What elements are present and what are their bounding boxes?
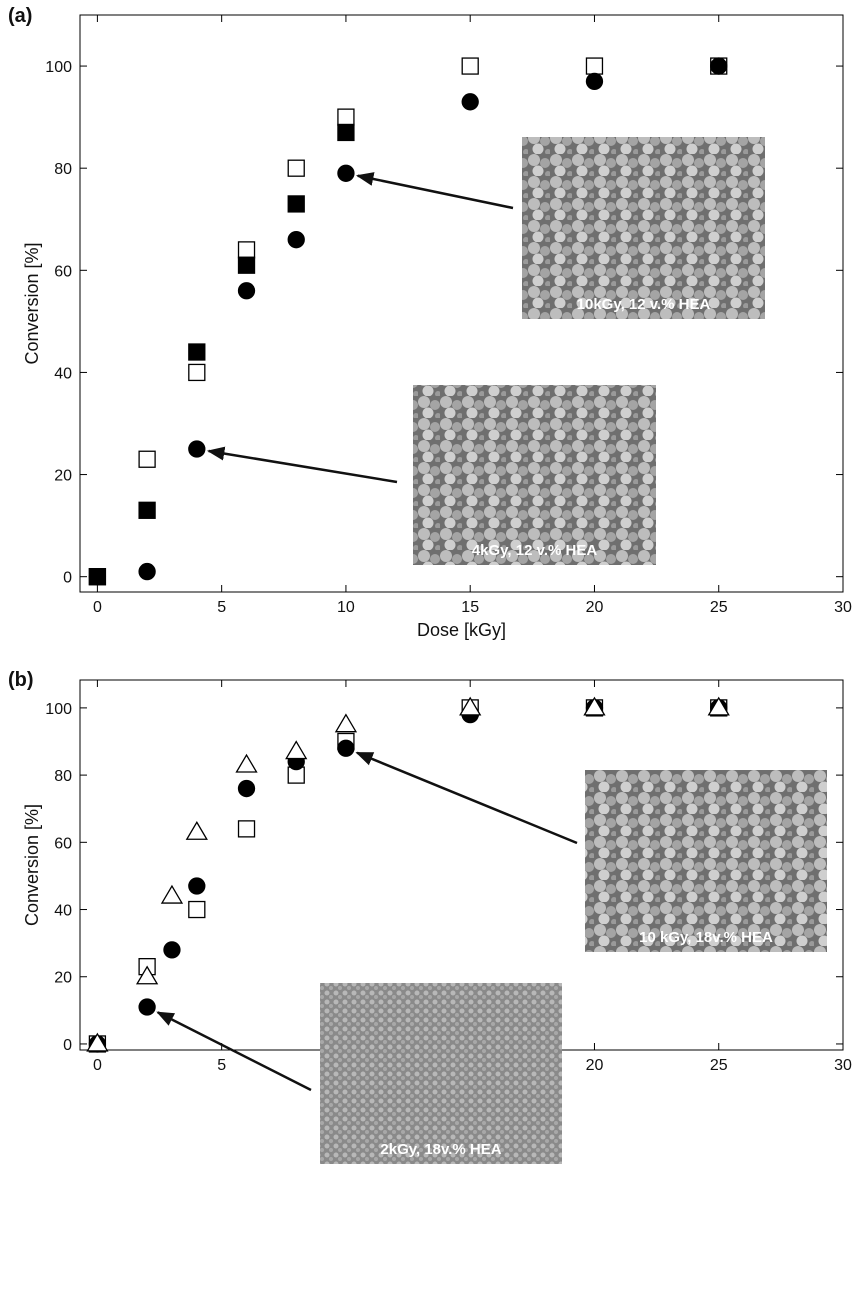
- circle-point: [163, 941, 181, 959]
- triangle-point: [334, 713, 358, 733]
- y-axis-label: Conversion [%]: [22, 242, 42, 364]
- arrow: [355, 172, 514, 210]
- circle-point: [337, 739, 355, 757]
- x-tick-label: 30: [834, 1057, 852, 1074]
- square-point: [188, 363, 206, 382]
- circle-point: [237, 282, 256, 300]
- y-tick-label: 100: [45, 59, 72, 76]
- panel-label: (a): [8, 5, 32, 27]
- circle-point: [237, 779, 256, 798]
- square-point: [188, 343, 206, 361]
- square-point: [287, 159, 305, 177]
- circle-point: [461, 93, 479, 111]
- x-tick-label: 25: [710, 1057, 728, 1074]
- inset-caption: 10 kGy, 18v.% HEA: [639, 929, 773, 946]
- x-tick-label: 30: [834, 599, 852, 616]
- circle-point: [287, 231, 305, 249]
- y-tick-label: 60: [54, 263, 72, 280]
- sem-image: [585, 770, 827, 952]
- circle-point: [188, 440, 206, 458]
- y-tick-label: 100: [45, 701, 72, 718]
- x-tick-label: 25: [710, 599, 728, 616]
- square-point: [337, 123, 355, 142]
- inset-caption: 4kGy, 12 v.% HEA: [472, 542, 598, 559]
- triangle-point: [235, 753, 258, 773]
- y-tick-label: 40: [54, 903, 72, 920]
- square-point: [585, 57, 604, 75]
- arrow: [355, 751, 578, 845]
- square-point: [237, 820, 256, 838]
- square-point: [237, 256, 256, 274]
- x-tick-label: 5: [217, 599, 226, 616]
- x-tick-label: 10: [337, 599, 355, 616]
- square-point: [138, 501, 156, 519]
- y-tick-label: 80: [54, 161, 72, 178]
- x-tick-label: 20: [586, 599, 604, 616]
- circle-point: [138, 562, 156, 581]
- x-tick-label: 5: [217, 1057, 226, 1074]
- triangle-point: [583, 696, 606, 716]
- x-tick-label: 0: [93, 599, 102, 616]
- arrow: [156, 1011, 312, 1092]
- y-axis-label: Conversion [%]: [22, 804, 42, 926]
- x-axis-label: Dose [kGy]: [417, 620, 506, 640]
- x-tick-label: 0: [93, 1057, 102, 1074]
- triangle-point: [160, 884, 184, 904]
- square-point: [237, 241, 256, 259]
- y-tick-label: 20: [54, 970, 72, 987]
- y-tick-label: 20: [54, 468, 72, 485]
- sem-image: [522, 137, 765, 319]
- x-tick-label: 20: [586, 1057, 604, 1074]
- circle-point: [138, 998, 156, 1016]
- triangle-point: [135, 965, 159, 985]
- inset-caption: 10kGy, 12 v.% HEA: [577, 296, 711, 313]
- circle-point: [710, 57, 728, 75]
- circle-point: [337, 164, 355, 182]
- y-tick-label: 60: [54, 835, 72, 852]
- square-point: [138, 450, 156, 468]
- y-tick-label: 0: [63, 1037, 72, 1054]
- square-point: [461, 57, 479, 75]
- triangle-point: [459, 696, 482, 716]
- plot-frame: [79, 14, 844, 593]
- y-tick-label: 80: [54, 768, 72, 785]
- arrow: [206, 446, 398, 484]
- triangle-point: [86, 1032, 109, 1052]
- x-tick-label: 15: [461, 599, 479, 616]
- square-point: [188, 900, 206, 919]
- circle-point: [585, 72, 604, 91]
- circle-point: [88, 568, 107, 586]
- y-tick-label: 40: [54, 365, 72, 382]
- sem-image: [320, 983, 562, 1164]
- y-tick-label: 0: [63, 570, 72, 587]
- triangle-point: [285, 740, 308, 760]
- triangle-point: [185, 820, 208, 840]
- square-point: [287, 195, 305, 213]
- square-point: [337, 108, 355, 126]
- circle-point: [188, 877, 206, 895]
- inset-caption: 2kGy, 18v.% HEA: [380, 1141, 501, 1158]
- panel-label: (b): [8, 669, 34, 691]
- triangle-point: [707, 696, 730, 716]
- sem-image: [413, 385, 656, 565]
